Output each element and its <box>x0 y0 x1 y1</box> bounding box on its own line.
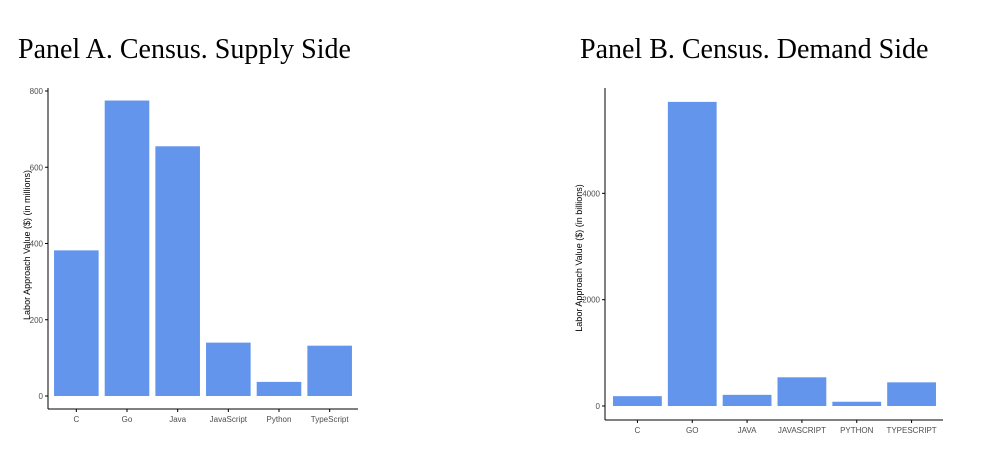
panel-a-y-tick-label: 0 <box>39 392 44 401</box>
panel-a-bar-javascript <box>206 342 251 396</box>
panel-b-y-tick-label: 4000 <box>582 189 600 198</box>
panel-b-bar-c <box>613 396 662 406</box>
panel-a-x-tick-label-python: Python <box>267 415 292 424</box>
panel-b-x-tick-label-python: PYTHON <box>840 426 874 435</box>
panel-a-y-tick-label: 200 <box>30 316 44 325</box>
panel-b-y-tick-label: 0 <box>596 402 601 411</box>
panel-b-x-tick-label-go: GO <box>686 426 698 435</box>
panel-a-x-tick-label-go: Go <box>122 415 133 424</box>
panel-a-x-tick-label-java: Java <box>169 415 186 424</box>
panel-a-y-axis-title: Labor Approach Value ($) (in millions) <box>22 170 32 320</box>
panel-b-x-tick-label-javascript: JAVASCRIPT <box>778 426 826 435</box>
panel-a-bar-python <box>256 381 302 396</box>
panel-b-bar-typescript <box>887 382 936 406</box>
panel-b-bar-java <box>722 394 772 406</box>
panel-b-bar-go <box>667 101 717 407</box>
panel-a-bar-go <box>104 100 150 396</box>
panel-b-title: Panel B. Census. Demand Side <box>580 34 929 65</box>
panel-a-x-tick-label-typescript: TypeScript <box>311 415 350 424</box>
panel-b-bar-javascript <box>777 377 827 406</box>
panel-a-bar-typescript <box>307 345 352 396</box>
panel-b-y-tick-label: 2000 <box>582 296 600 305</box>
panel-b-y-axis-title: Labor Approach Value ($) (in billions) <box>574 184 584 331</box>
panel-b-bar-python <box>832 401 882 406</box>
panel-a-x-tick-label-c: C <box>73 415 79 424</box>
panel-a-title: Panel A. Census. Supply Side <box>18 34 351 65</box>
panel-a-y-tick-label: 400 <box>30 240 44 249</box>
panel-a-chart: 0 200 400 600 800 C Go Java JavaScript Python Type… <box>22 87 358 424</box>
panel-b-x-tick-label-typescript: TYPESCRIPT <box>886 426 936 435</box>
panel-a-y-tick-label: 800 <box>30 87 44 96</box>
panel-a-x-tick-label-javascript: JavaScript <box>210 415 248 424</box>
panel-b-x-tick-label-c: C <box>635 426 641 435</box>
panel-a-bar-java <box>155 146 200 396</box>
panel-a-y-tick-label: 600 <box>30 163 44 172</box>
panel-a-bar-c <box>54 250 99 396</box>
panel-b-x-tick-label-java: JAVA <box>738 426 757 435</box>
